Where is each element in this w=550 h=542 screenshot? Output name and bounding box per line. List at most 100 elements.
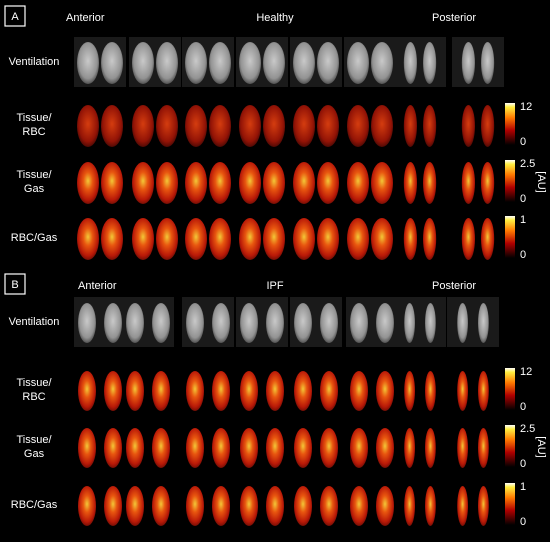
lung-image: [320, 303, 338, 343]
lung-image: [104, 303, 122, 343]
row-label: Gas: [24, 448, 45, 460]
lung-image: [78, 428, 96, 468]
colorbar-max: 2.5: [520, 158, 535, 170]
lung-image: [403, 162, 417, 204]
image-frame: [394, 297, 446, 347]
lung-image: [239, 105, 261, 147]
panel-label-box: [4, 273, 26, 295]
lung-image: [239, 162, 261, 204]
lung-image: [152, 371, 170, 411]
lung-image: [156, 218, 178, 260]
lung-image: [126, 303, 144, 343]
lung-image: [481, 42, 495, 84]
lung-image: [239, 42, 261, 84]
lung-image: [77, 162, 99, 204]
image-frame: [447, 297, 499, 347]
lung-image: [350, 371, 368, 411]
lung-image: [481, 162, 495, 204]
lung-image: [404, 428, 415, 468]
lung-image: [371, 42, 393, 84]
lung-image: [461, 162, 475, 204]
lung-image: [403, 42, 417, 84]
row-label: Tissue/: [16, 112, 52, 124]
lung-image: [457, 428, 468, 468]
colorbar-max: 2.5: [520, 423, 535, 435]
lung-image: [101, 42, 123, 84]
colorbar-min: 0: [520, 136, 526, 148]
lung-image: [478, 303, 489, 343]
lung-image: [263, 162, 285, 204]
lung-image: [263, 218, 285, 260]
colorbar-min: 0: [520, 249, 526, 261]
colorbar-unit: [AU]: [535, 436, 547, 457]
lung-image: [425, 428, 436, 468]
colorbar-unit: [AU]: [535, 171, 547, 192]
lung-image: [78, 371, 96, 411]
lung-image: [481, 218, 495, 260]
lung-image: [481, 105, 495, 147]
colorbar: [505, 483, 515, 525]
lung-image: [156, 162, 178, 204]
lung-image: [77, 105, 99, 147]
lung-image: [185, 105, 207, 147]
lung-image: [478, 486, 489, 526]
lung-image: [293, 105, 315, 147]
lung-image: [293, 42, 315, 84]
lung-image: [320, 486, 338, 526]
row-label: RBC/Gas: [11, 232, 58, 244]
lung-image: [104, 428, 122, 468]
anterior-label: Anterior: [78, 280, 117, 292]
lung-image: [101, 162, 123, 204]
lung-image: [423, 105, 437, 147]
lung-image: [293, 218, 315, 260]
lung-image: [132, 42, 154, 84]
lung-image: [347, 218, 369, 260]
lung-image: [425, 303, 436, 343]
row-label: Tissue/: [16, 169, 52, 181]
lung-image: [104, 371, 122, 411]
lung-image: [403, 105, 417, 147]
lung-image: [347, 105, 369, 147]
lung-image: [404, 486, 415, 526]
lung-image: [461, 218, 475, 260]
lung-image: [320, 428, 338, 468]
lung-image: [126, 371, 144, 411]
panel-title: Healthy: [256, 12, 294, 24]
lung-image: [317, 162, 339, 204]
panels: A Healthy Anterior Posterior Ventilation Tiss…: [4, 5, 547, 528]
lung-image: [152, 303, 170, 343]
lung-image: [461, 105, 475, 147]
lung-image: [376, 486, 394, 526]
lung-image: [77, 42, 99, 84]
lung-image: [209, 105, 231, 147]
lung-image: [317, 218, 339, 260]
lung-image: [371, 218, 393, 260]
colorbar-max: 1: [520, 214, 526, 226]
lung-image: [376, 428, 394, 468]
row-label: Gas: [24, 183, 45, 195]
lung-image: [185, 162, 207, 204]
colorbar: [505, 216, 515, 258]
row-label: RBC: [22, 126, 45, 138]
lung-image: [320, 371, 338, 411]
lung-image: [152, 428, 170, 468]
lung-image: [294, 486, 312, 526]
lung-image: [126, 428, 144, 468]
lung-image: [104, 486, 122, 526]
lung-image: [209, 218, 231, 260]
lung-image: [457, 486, 468, 526]
posterior-label: Posterior: [432, 280, 476, 292]
panel-label: A: [11, 11, 19, 23]
lung-image: [101, 105, 123, 147]
image-frame: [394, 37, 446, 87]
lung-image: [478, 428, 489, 468]
lung-image: [371, 105, 393, 147]
lung-image: [186, 303, 204, 343]
lung-image: [350, 486, 368, 526]
lung-image: [403, 218, 417, 260]
lung-image: [240, 428, 258, 468]
posterior-label: Posterior: [432, 12, 476, 24]
panel-label-box: [4, 5, 26, 27]
lung-image: [263, 42, 285, 84]
row-label: RBC: [22, 391, 45, 403]
